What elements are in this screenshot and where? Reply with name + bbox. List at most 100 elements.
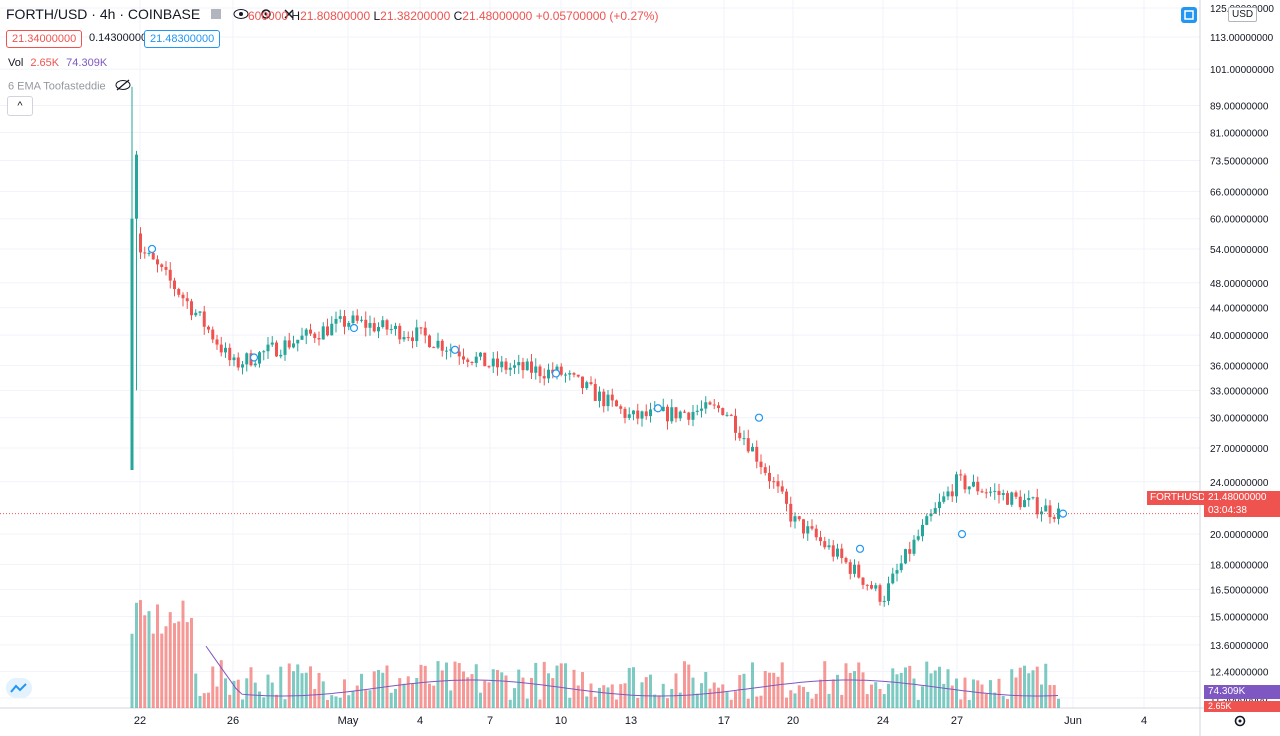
volume-bar: [666, 698, 669, 708]
open-value: 600000: [248, 9, 289, 23]
candle-body: [861, 577, 865, 585]
volume-bar: [1023, 665, 1026, 708]
candle-body: [619, 406, 623, 409]
volume-bar: [589, 683, 593, 708]
volume-bar: [534, 662, 538, 708]
volume-bar: [593, 696, 597, 708]
volume-bar: [933, 670, 937, 708]
candle-body: [670, 407, 674, 422]
x-tick-label: 4: [417, 715, 423, 727]
volume-bar: [657, 695, 661, 708]
symbol-price-tag: FORTHUSD: [1147, 491, 1209, 505]
y-tick-label: 48.00000000: [1210, 279, 1269, 290]
candle-body: [275, 342, 278, 357]
volume-bar: [147, 611, 151, 708]
candle-body: [980, 491, 984, 493]
candle-body: [419, 327, 423, 329]
symbol-title[interactable]: FORTH/USD · 4h · COINBASE: [6, 6, 201, 22]
candle-body: [513, 365, 516, 368]
volume-bar: [955, 678, 958, 708]
candle-body: [432, 347, 436, 349]
candle-body: [207, 326, 210, 330]
eye-icon[interactable]: [233, 8, 249, 23]
ohlc-values: 600000 H21.80800000 L21.38200000 C21.480…: [248, 9, 658, 23]
volume-bar: [398, 678, 402, 708]
candle-body: [870, 585, 873, 589]
candle-body: [538, 366, 542, 377]
volume-bar: [219, 660, 223, 708]
collapse-legend-button[interactable]: ^: [7, 96, 33, 116]
volume-bar: [185, 622, 189, 708]
flag-icon[interactable]: [210, 8, 224, 23]
gear-icon[interactable]: [1232, 713, 1248, 734]
auto-scale-icon[interactable]: [1181, 7, 1197, 23]
candle-body: [202, 311, 206, 327]
volume-bar: [623, 683, 627, 708]
volume-bar: [742, 673, 746, 708]
candle-body: [1040, 511, 1043, 515]
candle-body: [1057, 508, 1060, 519]
y-tick-label: 60.00000000: [1210, 215, 1269, 226]
volume-bar: [474, 664, 478, 708]
candle-body: [674, 407, 678, 419]
volume-bar: [198, 695, 202, 708]
x-tick-label: 22: [134, 715, 146, 727]
y-tick-label: 33.00000000: [1210, 386, 1269, 397]
candle-body: [457, 351, 461, 357]
volume-bar: [776, 676, 780, 708]
volume-bar: [211, 666, 215, 708]
volume-bar: [224, 678, 227, 708]
volume-bar: [232, 680, 236, 708]
volume-bar: [1052, 685, 1056, 708]
x-tick-label: Jun: [1064, 715, 1082, 727]
trade-marker: [1058, 509, 1068, 518]
y-tick-label: 13.60000000: [1210, 641, 1269, 652]
volume-bar: [228, 694, 232, 708]
candle-body: [725, 414, 729, 416]
close-icon[interactable]: [283, 8, 295, 23]
candle-body: [772, 481, 776, 483]
volume-bar: [687, 664, 691, 708]
candle-body: [627, 414, 631, 418]
candle-body: [389, 329, 393, 331]
settings-icon[interactable]: [259, 7, 273, 24]
volume-bar: [368, 690, 372, 708]
x-tick-label: May: [338, 715, 359, 727]
candle-body: [521, 362, 525, 371]
volume-bar: [585, 696, 589, 708]
candle-body: [840, 548, 844, 559]
sell-price-box[interactable]: 21.34000000: [6, 30, 83, 48]
candle-body: [585, 382, 589, 389]
candle-body: [891, 573, 895, 584]
candle-body: [194, 312, 198, 316]
volume-bar: [780, 662, 784, 708]
volume-bar: [997, 678, 1001, 708]
y-tick-label: 24.00000000: [1210, 478, 1269, 489]
candle-body: [160, 264, 164, 268]
eye-off-icon[interactable]: [115, 79, 131, 94]
candle-body: [351, 315, 355, 324]
volume-bar: [496, 670, 499, 708]
volume-bar: [479, 692, 482, 708]
volume-bar: [177, 621, 181, 708]
y-tick-label: 44.00000000: [1210, 304, 1269, 315]
close-label: C: [453, 9, 463, 23]
candle-body: [190, 301, 193, 316]
buy-price-box[interactable]: 21.48300000: [144, 30, 221, 48]
volume-bar: [870, 684, 873, 708]
currency-button[interactable]: USD: [1228, 7, 1258, 22]
volume-bar: [419, 664, 423, 708]
candle-body: [950, 491, 954, 497]
candle-body: [729, 414, 733, 416]
candle-body: [623, 408, 627, 418]
candle-body: [491, 358, 495, 367]
candle-body: [211, 329, 215, 340]
candle-body: [712, 404, 716, 406]
volume-bar: [564, 663, 567, 708]
tradingview-logo-icon[interactable]: [6, 678, 32, 698]
y-tick-label: 16.50000000: [1210, 585, 1269, 596]
candle-body: [219, 344, 223, 353]
volume-bar: [746, 698, 750, 708]
volume-bar: [326, 699, 329, 708]
